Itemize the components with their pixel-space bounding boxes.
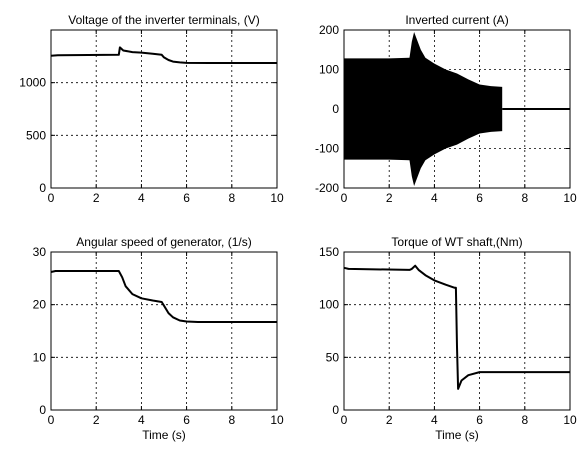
y-tick-label: -100 xyxy=(315,142,339,156)
chart-title: Torque of WT shaft,(Nm) xyxy=(391,235,522,249)
y-tick-label: 150 xyxy=(319,245,339,259)
plot-area xyxy=(50,251,278,411)
chart-title: Inverted current (A) xyxy=(405,13,508,27)
x-tick-label: 0 xyxy=(341,191,348,205)
y-tick-label: 0 xyxy=(332,403,339,417)
x-tick-label: 10 xyxy=(563,191,577,205)
series-line xyxy=(343,264,570,390)
plot-area xyxy=(50,29,278,189)
chart-panel-3: 0 2 4 6 8 10 0 10 20 30 Angular speed of generator… xyxy=(33,235,284,442)
y-tick-label: 10 xyxy=(33,350,47,364)
x-tick-label: 2 xyxy=(386,191,393,205)
y-tick-label: 0 xyxy=(39,403,46,417)
chart-panel-1: 0 2 4 6 8 10 0 500 1000 Voltage of the inverter t… xyxy=(19,13,284,205)
x-tick-label: 0 xyxy=(48,413,55,427)
y-tick-label: 100 xyxy=(319,298,339,312)
x-axis-label: Time (s) xyxy=(142,428,186,442)
chart-title: Angular speed of generator, (1/s) xyxy=(76,235,251,249)
x-tick-label: 2 xyxy=(93,413,100,427)
series-line xyxy=(50,46,277,64)
x-tick-label: 4 xyxy=(431,191,438,205)
y-tick-label: 1000 xyxy=(19,76,46,90)
y-tick-label: -200 xyxy=(315,181,339,195)
x-tick-label: 6 xyxy=(183,413,190,427)
x-tick-label: 4 xyxy=(431,413,438,427)
chart-panel-2: 0 2 4 6 8 10 -200 -100 0 100 200 Inverted current (… xyxy=(315,13,577,205)
x-tick-label: 6 xyxy=(183,191,190,205)
x-tick-label: 2 xyxy=(386,413,393,427)
y-tick-label: 0 xyxy=(332,102,339,116)
x-tick-label: 8 xyxy=(228,413,235,427)
x-tick-label: 10 xyxy=(270,191,284,205)
x-axis-label: Time (s) xyxy=(435,428,479,442)
x-tick-label: 0 xyxy=(341,413,348,427)
x-tick-label: 8 xyxy=(228,191,235,205)
y-tick-label: 500 xyxy=(26,128,46,142)
series-envelope xyxy=(344,32,503,186)
series-line xyxy=(50,270,277,323)
y-tick-label: 30 xyxy=(33,245,47,259)
y-tick-label: 20 xyxy=(33,298,47,312)
x-tick-label: 10 xyxy=(563,413,577,427)
y-tick-label: 200 xyxy=(319,23,339,37)
x-tick-label: 8 xyxy=(521,413,528,427)
y-tick-label: 100 xyxy=(319,63,339,77)
x-tick-label: 6 xyxy=(476,191,483,205)
chart-title: Voltage of the inverter terminals, (V) xyxy=(68,13,259,27)
y-tick-label: 0 xyxy=(39,181,46,195)
x-tick-label: 4 xyxy=(138,413,145,427)
x-tick-label: 4 xyxy=(138,191,145,205)
y-tick-label: 50 xyxy=(326,350,340,364)
x-tick-label: 10 xyxy=(270,413,284,427)
x-tick-label: 6 xyxy=(476,413,483,427)
x-tick-label: 0 xyxy=(48,191,55,205)
x-tick-label: 2 xyxy=(93,191,100,205)
x-tick-label: 8 xyxy=(521,191,528,205)
